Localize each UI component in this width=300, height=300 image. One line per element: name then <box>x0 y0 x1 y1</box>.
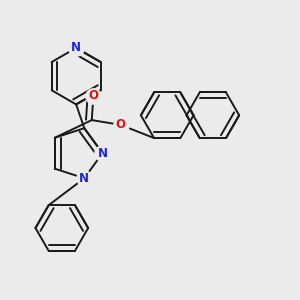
Text: O: O <box>116 118 126 131</box>
Text: N: N <box>79 172 89 185</box>
Text: O: O <box>88 89 98 103</box>
Text: N: N <box>98 147 107 160</box>
Text: N: N <box>71 41 81 54</box>
